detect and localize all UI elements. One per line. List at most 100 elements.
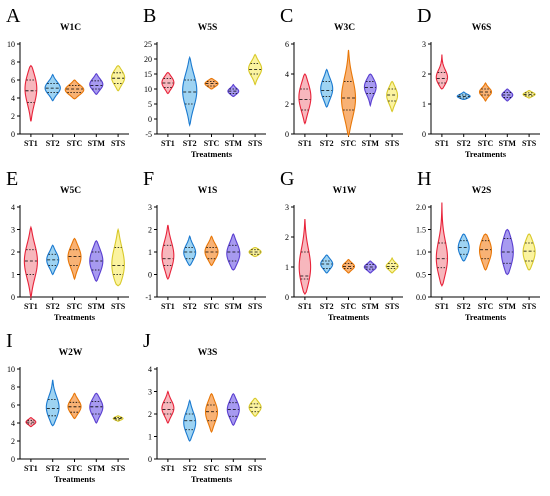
category-label: ST1 [161, 302, 175, 311]
y-tick-label: 2 [11, 437, 15, 446]
y-tick-label: 2 [148, 410, 152, 419]
category-label: STS [248, 139, 263, 148]
category-label: STS [385, 139, 400, 148]
category-label: STC [67, 464, 83, 473]
y-tick-label: 0.0 [416, 293, 426, 302]
y-tick-label: 6 [11, 76, 15, 85]
category-label: STM [88, 139, 106, 148]
panel-title: W3S [198, 348, 218, 358]
category-label: STC [67, 139, 83, 148]
violin-sts [385, 257, 399, 274]
y-tick-label: 2 [148, 226, 152, 235]
category-label: STS [248, 302, 263, 311]
y-tick-label: 4 [285, 70, 289, 79]
category-label: STM [499, 139, 517, 148]
category-label: ST2 [46, 139, 60, 148]
category-label: ST2 [46, 464, 60, 473]
panel-a: A W1C 0 2 4 6 8 10 ST1 ST2 STC STM STS [6, 5, 129, 148]
y-tick-label: 25 [144, 40, 152, 49]
y-tick-label: 0 [422, 130, 426, 139]
panel-title: W2S [472, 186, 492, 196]
category-label: STC [478, 139, 494, 148]
y-tick-label: 4 [11, 203, 15, 212]
panel-label: E [6, 168, 18, 190]
violin-st1 [161, 224, 175, 280]
panel-label: C [280, 5, 293, 27]
y-tick-label: -5 [145, 130, 152, 139]
y-tick-label: 8 [11, 383, 15, 392]
y-tick-label: 1 [285, 263, 289, 272]
category-label: STM [499, 302, 517, 311]
category-label: STC [204, 302, 220, 311]
panel-label: D [417, 5, 431, 27]
violin-st2 [45, 379, 60, 427]
x-axis-label: Treatments [191, 474, 233, 484]
x-axis-label: Treatments [328, 312, 370, 322]
violin-stm [89, 72, 104, 96]
violin-stm [89, 392, 104, 424]
violin-st2 [182, 55, 198, 127]
y-tick-label: 0 [11, 293, 15, 302]
x-axis-label: Treatments [191, 149, 233, 159]
panel-b: B W5S -5 0 5 10 15 20 25 ST1 ST2 STC STM STS Treatment… [143, 5, 266, 159]
category-label: ST2 [46, 302, 60, 311]
violin-stc [67, 392, 82, 420]
violin-stc [64, 79, 85, 100]
y-tick-label: 10 [7, 40, 15, 49]
panel-i: I W2W 0 2 4 6 8 10 ST1 ST2 STC STM STS Treatments [6, 330, 129, 484]
panel-title: W5S [198, 23, 218, 33]
category-label: STS [248, 464, 263, 473]
category-label: STM [225, 302, 243, 311]
y-tick-label: 0 [285, 293, 289, 302]
y-tick-label: 1 [422, 100, 426, 109]
category-label: ST1 [161, 464, 175, 473]
panel-label: A [6, 5, 21, 27]
category-label: STM [88, 302, 106, 311]
violin-stc [478, 233, 493, 271]
category-label: STC [204, 139, 220, 148]
category-label: ST2 [320, 139, 334, 148]
y-tick-label: 1 [11, 271, 15, 280]
y-tick-label: 6 [11, 401, 15, 410]
violin-st1 [24, 64, 38, 122]
y-tick-label: 0 [148, 455, 152, 464]
panel-title: W3C [334, 23, 355, 33]
y-tick-label: 0 [11, 130, 15, 139]
panel-title: W6S [472, 23, 492, 33]
category-label: ST1 [24, 464, 38, 473]
category-label: STC [478, 302, 494, 311]
category-label: ST1 [435, 139, 449, 148]
category-label: STM [225, 464, 243, 473]
panel-label: J [143, 330, 151, 352]
panel-label: B [143, 5, 156, 27]
panel-title: W2W [59, 348, 83, 358]
x-axis-label: Treatments [465, 149, 507, 159]
category-label: ST2 [457, 139, 471, 148]
category-label: STS [385, 302, 400, 311]
category-label: STS [111, 464, 126, 473]
category-label: ST2 [457, 302, 471, 311]
panel-title: W5C [60, 186, 81, 196]
y-tick-label: 10 [7, 365, 15, 374]
category-label: STM [362, 302, 380, 311]
panel-e: E W5C 0 1 2 3 4 ST1 ST2 STC STM STS Treatments [6, 168, 129, 322]
violin-st1 [298, 218, 312, 295]
category-label: ST2 [183, 302, 197, 311]
violin-st1 [435, 202, 449, 287]
violin-st1 [161, 390, 175, 424]
violin-sts [522, 233, 536, 271]
y-tick-label: 3 [148, 388, 152, 397]
category-label: STS [111, 139, 126, 148]
y-tick-label: 8 [11, 58, 15, 67]
y-tick-label: 0 [285, 130, 289, 139]
y-tick-label: 2 [422, 70, 426, 79]
violin-st1 [298, 73, 312, 125]
category-label: ST2 [183, 464, 197, 473]
category-label: ST1 [161, 139, 175, 148]
category-label: STC [67, 302, 83, 311]
y-tick-label: 3 [285, 203, 289, 212]
y-tick-label: 0 [11, 455, 15, 464]
y-tick-label: 0 [148, 115, 152, 124]
y-tick-label: 3 [11, 226, 15, 235]
y-tick-label: 4 [11, 94, 15, 103]
